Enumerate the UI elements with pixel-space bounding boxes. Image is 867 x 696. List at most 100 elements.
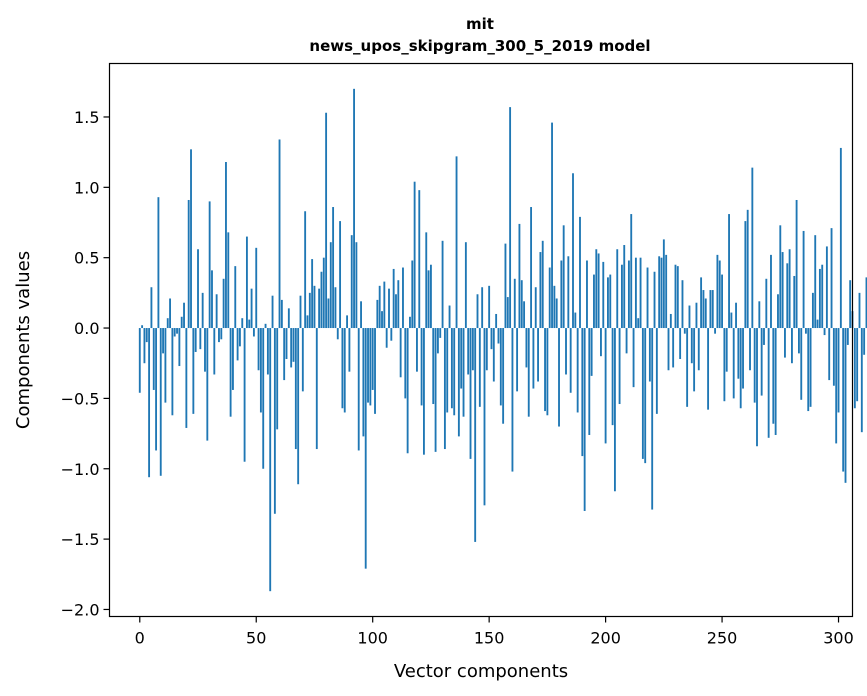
bar — [229, 328, 232, 417]
bar — [446, 328, 449, 413]
bar — [190, 149, 192, 329]
bar — [737, 328, 740, 379]
bar — [169, 298, 171, 329]
bar — [259, 328, 262, 413]
bar — [784, 328, 786, 358]
bar — [215, 294, 218, 329]
bar — [211, 270, 213, 329]
bar — [439, 328, 442, 338]
bar — [818, 268, 821, 329]
bar — [730, 312, 733, 329]
bar — [669, 313, 672, 329]
bar — [560, 260, 563, 329]
bar — [199, 328, 202, 350]
bar — [392, 268, 395, 329]
y-tick-label: 0.0 — [74, 319, 99, 338]
bar — [825, 246, 828, 329]
bar — [607, 277, 609, 329]
bar — [325, 112, 328, 329]
bar — [523, 301, 526, 329]
bar — [707, 328, 710, 410]
bar — [551, 122, 553, 329]
bar — [616, 249, 619, 329]
bar — [278, 139, 281, 329]
y-tick-label: 1.0 — [74, 178, 99, 197]
bar — [213, 328, 216, 375]
bar — [518, 223, 521, 329]
bar — [178, 328, 181, 367]
bar — [620, 264, 623, 329]
bar — [611, 328, 614, 426]
bar — [381, 311, 383, 329]
bar — [613, 328, 616, 492]
bar — [546, 328, 549, 416]
bar — [581, 328, 584, 457]
bar — [218, 328, 220, 343]
bar — [476, 294, 479, 329]
bar — [369, 328, 372, 406]
bar — [646, 267, 649, 329]
bar — [450, 328, 453, 409]
bar — [676, 266, 679, 329]
bar — [632, 328, 635, 388]
bar — [548, 267, 551, 329]
bar — [513, 278, 516, 329]
bar — [292, 328, 295, 362]
bar — [418, 190, 421, 329]
bar — [681, 280, 684, 329]
bar — [374, 328, 376, 414]
bar — [700, 277, 703, 329]
bar — [623, 245, 626, 329]
bar — [141, 325, 144, 329]
bar — [506, 297, 509, 329]
bar — [765, 278, 768, 329]
bar — [481, 287, 484, 329]
bar — [441, 240, 444, 329]
bar — [532, 328, 535, 389]
bar — [283, 328, 286, 381]
bar — [329, 242, 332, 329]
bar — [185, 328, 188, 428]
x-tick-label: 200 — [590, 629, 621, 648]
bar — [413, 181, 416, 329]
bar — [495, 313, 498, 329]
bar — [173, 328, 176, 337]
bar — [823, 328, 826, 336]
y-tick-label: 0.5 — [74, 249, 99, 268]
bar — [767, 328, 770, 438]
bar — [630, 214, 633, 329]
bar — [835, 328, 838, 444]
y-axis-title: Components values — [13, 251, 34, 429]
bar — [586, 260, 588, 329]
bar — [814, 235, 817, 329]
bar — [183, 302, 185, 329]
bar — [499, 328, 502, 406]
bar — [602, 261, 605, 329]
bar — [497, 328, 500, 344]
bar — [760, 328, 763, 396]
bar — [255, 247, 258, 329]
bar — [763, 328, 765, 345]
bar — [208, 201, 211, 329]
bar — [693, 328, 696, 392]
bar — [176, 328, 178, 334]
bar — [655, 328, 658, 414]
bar — [252, 328, 255, 337]
bar — [490, 328, 493, 350]
bar — [590, 328, 593, 376]
bar — [674, 264, 677, 329]
bar — [658, 256, 661, 329]
bar — [853, 328, 856, 409]
bar — [565, 328, 567, 375]
bar — [770, 254, 772, 329]
bar — [816, 319, 819, 329]
bar — [145, 328, 148, 343]
bar — [672, 328, 675, 368]
bar — [492, 328, 495, 382]
bar — [863, 328, 866, 355]
bar — [399, 328, 402, 378]
bar — [402, 267, 404, 329]
bar — [828, 328, 831, 381]
bar — [315, 328, 318, 450]
